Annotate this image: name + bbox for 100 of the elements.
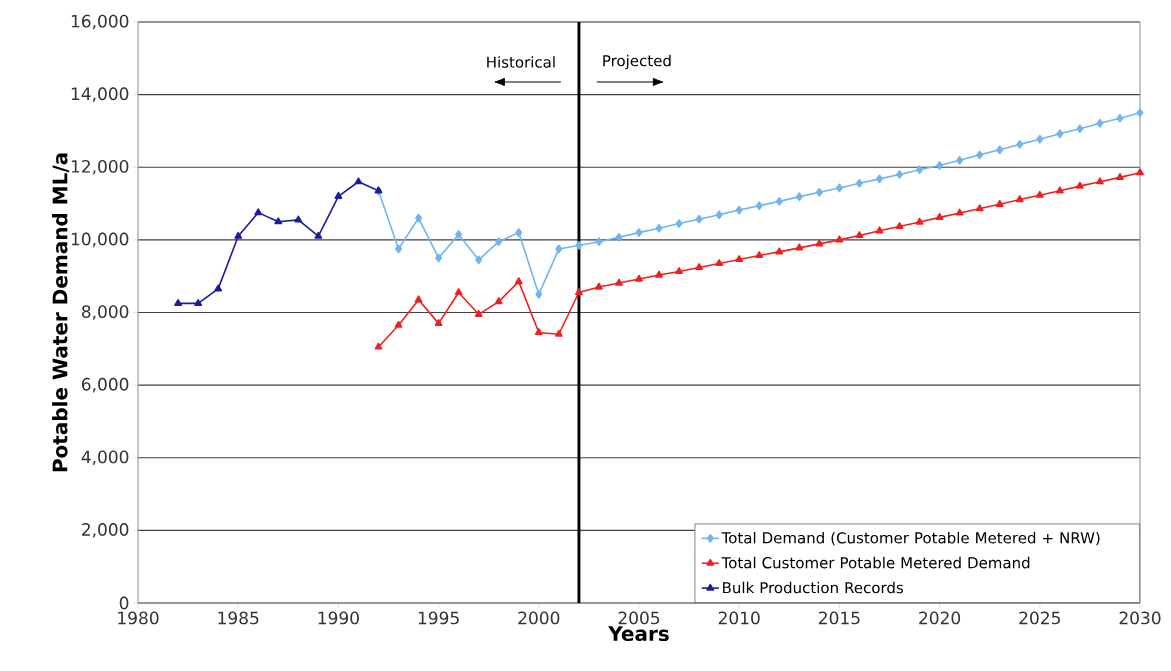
point <box>615 232 623 242</box>
point <box>1075 181 1084 189</box>
point <box>434 318 443 326</box>
point <box>1076 124 1084 134</box>
point <box>896 170 904 179</box>
point <box>575 240 583 250</box>
point <box>515 228 523 237</box>
y-tick-label: 4,000 <box>81 450 129 466</box>
point <box>394 320 403 328</box>
point <box>895 222 904 230</box>
point <box>775 247 784 255</box>
point <box>755 251 764 259</box>
y-tick-label: 0 <box>119 596 129 610</box>
point <box>554 329 563 337</box>
point <box>314 231 323 239</box>
point <box>495 237 503 247</box>
y-tick-label: 16,000 <box>71 14 129 30</box>
point <box>294 215 303 223</box>
annotation: Projected <box>603 54 671 70</box>
point <box>695 214 703 224</box>
x-tick-label: 2005 <box>618 611 660 625</box>
point <box>715 210 723 220</box>
point <box>534 328 543 336</box>
x-tick-label: 2020 <box>919 611 961 625</box>
point <box>996 145 1004 155</box>
point <box>454 288 463 296</box>
x-tick-label: 1995 <box>418 611 459 625</box>
point <box>635 274 643 282</box>
point <box>1015 195 1024 203</box>
point <box>935 212 944 220</box>
x-tick-label: 1985 <box>218 611 259 625</box>
point <box>475 255 483 265</box>
point <box>1116 113 1124 123</box>
point <box>474 309 483 317</box>
point <box>435 253 443 263</box>
point <box>815 187 823 197</box>
point <box>555 244 563 254</box>
point <box>815 239 824 247</box>
point <box>995 199 1004 207</box>
point <box>1116 173 1124 181</box>
y-tick-label: 12,000 <box>71 159 129 175</box>
point <box>956 155 964 165</box>
point <box>1056 129 1064 139</box>
point <box>936 161 944 170</box>
point <box>514 277 523 285</box>
point <box>194 299 203 307</box>
annotation: Historical <box>487 56 555 68</box>
x-tick-label: 2025 <box>1019 611 1060 625</box>
legend-label: Total Demand (Customer Potable Metered + NRW) <box>721 531 1100 546</box>
point <box>875 174 883 184</box>
point <box>214 284 223 292</box>
point <box>174 299 183 307</box>
x-tick-label: 2010 <box>718 611 760 625</box>
point <box>655 223 663 233</box>
point <box>795 243 804 251</box>
x-tick-label: 1990 <box>318 611 359 625</box>
point <box>455 230 463 239</box>
point <box>695 263 704 271</box>
point <box>916 165 924 175</box>
x-tick-label: 2000 <box>518 611 560 625</box>
point <box>1016 139 1024 149</box>
point <box>274 217 283 225</box>
point <box>1096 177 1104 185</box>
point <box>595 282 603 290</box>
point <box>875 226 884 234</box>
point <box>494 297 503 305</box>
point <box>1096 118 1104 128</box>
point <box>955 208 964 216</box>
point <box>414 295 423 303</box>
x-axis-title: Years <box>608 626 669 642</box>
point <box>535 289 543 299</box>
point <box>735 255 744 263</box>
y-tick-label: 14,000 <box>71 87 129 102</box>
x-tick-label: 1980 <box>118 611 159 625</box>
point <box>395 244 403 254</box>
point <box>635 228 643 237</box>
x-tick-label: 2030 <box>1119 611 1161 625</box>
y-tick-label: 8,000 <box>81 305 129 320</box>
point <box>254 208 263 216</box>
point <box>976 150 984 160</box>
y-axis-title: Potable Water Demand ML/a <box>52 153 70 472</box>
y-tick-label: 2,000 <box>82 523 129 538</box>
point <box>835 235 844 243</box>
legend-label: Bulk Production Records <box>723 581 903 594</box>
point <box>415 213 423 223</box>
point <box>775 196 783 206</box>
point <box>615 278 623 286</box>
point <box>234 231 243 239</box>
point <box>975 204 984 212</box>
point <box>1055 186 1064 194</box>
point <box>835 183 843 193</box>
legend-label: Total Customer Potable Metered Demand <box>721 556 1030 569</box>
point <box>755 201 763 211</box>
point <box>1035 190 1044 198</box>
point <box>574 288 583 296</box>
y-tick-label: 10,000 <box>71 232 129 248</box>
point <box>334 191 343 199</box>
point <box>675 219 683 228</box>
point <box>1136 108 1144 118</box>
point <box>715 259 724 267</box>
